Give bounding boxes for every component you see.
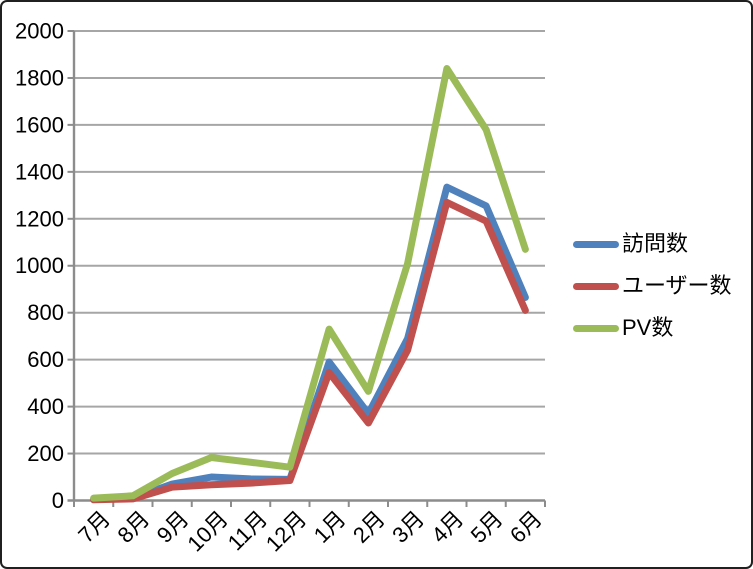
x-axis-label: 4月 bbox=[427, 506, 469, 548]
legend-label-users: ユーザー数 bbox=[622, 273, 732, 298]
legend-item-visits: 訪問数 bbox=[573, 230, 732, 258]
x-axis-label: 8月 bbox=[113, 506, 155, 548]
x-axis-label: 7月 bbox=[73, 506, 115, 548]
legend-label-visits: 訪問数 bbox=[622, 231, 689, 256]
legend-item-pv: PV数 bbox=[573, 314, 732, 342]
series-line-PV数 bbox=[90, 65, 529, 502]
visits-line-swatch bbox=[573, 240, 619, 248]
y-axis-label: 600 bbox=[27, 347, 64, 372]
y-axis-label: 2000 bbox=[15, 18, 64, 43]
x-axis-label: 3月 bbox=[387, 506, 429, 548]
y-axis-label: 800 bbox=[27, 300, 64, 325]
y-axis-label: 1600 bbox=[15, 112, 64, 137]
y-axis-label: 1800 bbox=[15, 65, 64, 90]
x-axis-label: 2月 bbox=[348, 506, 390, 548]
x-axis-label: 10月 bbox=[182, 506, 233, 557]
pv-line-swatch bbox=[573, 324, 619, 332]
x-axis-label: 11月 bbox=[223, 506, 272, 555]
x-axis-label: 6月 bbox=[505, 506, 547, 548]
y-axis-label: 400 bbox=[27, 394, 64, 419]
users-line-swatch bbox=[573, 282, 619, 290]
x-axis-label: 5月 bbox=[466, 506, 508, 548]
x-axis-label: 12月 bbox=[261, 506, 312, 557]
legend-label-pv: PV数 bbox=[622, 315, 674, 340]
y-axis-label: 1000 bbox=[15, 253, 64, 278]
series-line-訪問数 bbox=[90, 183, 529, 503]
y-axis-label: 1400 bbox=[15, 159, 64, 184]
y-axis-label: 200 bbox=[27, 441, 64, 466]
legend-item-users: ユーザー数 bbox=[573, 272, 732, 300]
x-axis-label: 1月 bbox=[309, 506, 351, 548]
series-line-ユーザー数 bbox=[90, 198, 529, 504]
chart-legend: 訪問数 ユーザー数 PV数 bbox=[573, 230, 732, 356]
y-axis-label: 0 bbox=[52, 488, 64, 513]
y-axis-label: 1200 bbox=[15, 206, 64, 231]
